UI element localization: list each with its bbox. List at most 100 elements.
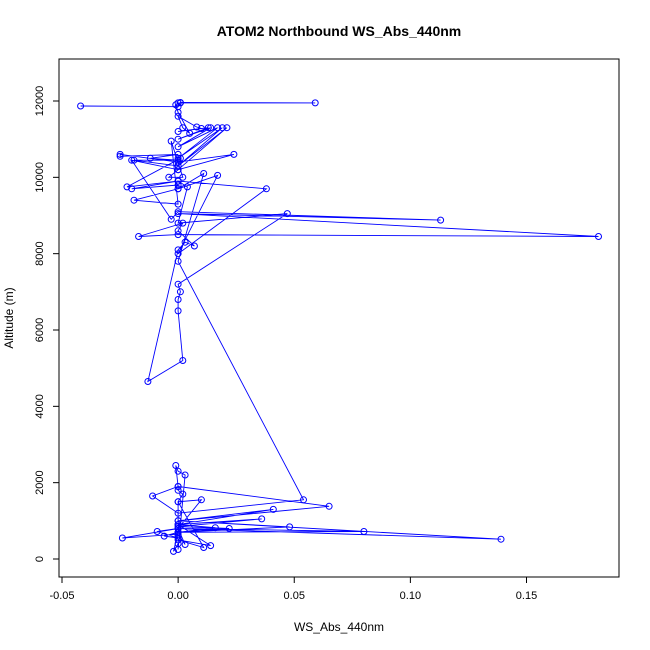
data-point [197,496,205,504]
chart-title: ATOM2 Northbound WS_Abs_440nm [217,23,462,39]
data-point [174,162,182,170]
data-point [181,471,189,479]
data-point [128,185,136,193]
y-axis-label: Altitude (m) [2,287,16,348]
data-point [174,200,182,208]
data-point [130,156,138,164]
plot-frame [58,58,620,578]
data-point [197,125,205,132]
x-tick-label: 0.10 [400,590,421,602]
data-point [174,166,182,174]
data-point [190,242,198,250]
data-point [174,280,182,288]
data-point [174,246,182,254]
data-point [135,233,143,240]
data-point [211,524,219,532]
data-point [176,288,184,296]
data-point [186,129,194,137]
data-point [258,515,266,523]
data-point [174,509,182,517]
data-point [181,238,189,246]
data-point [174,250,182,258]
y-tick-label: 2000 [34,470,46,494]
data-point [116,152,124,160]
data-point [437,216,445,224]
data-point [214,171,222,179]
data-point [183,183,191,191]
data-point [170,547,177,555]
y-axis: 0 2000 4000 6000 8000 10000 12000 [34,86,60,562]
data-point [160,532,168,540]
data-point [130,196,138,204]
data-point [123,183,131,191]
data-point [179,124,187,132]
data-point [174,467,182,475]
y-tick-label: 12000 [34,86,46,117]
data-point [218,124,226,132]
data-point [174,307,182,315]
data-point [174,112,182,120]
data-point [172,101,180,109]
data-point [286,523,294,531]
data-point [176,99,184,107]
data-point [225,525,233,532]
data-point [174,296,182,303]
data-point [174,128,182,135]
data-point [77,102,85,110]
data-point [165,173,173,181]
x-tick-label: 0.05 [284,590,305,602]
data-point [144,378,152,385]
data-point [116,150,124,158]
data-point [174,210,182,218]
data-point [174,525,182,532]
data-point [207,124,215,132]
y-tick-label: 0 [34,556,46,562]
data-point [174,181,182,189]
data-point [174,498,182,506]
data-point [149,492,157,500]
data-point [128,156,136,164]
data-point [176,154,184,162]
data-point [193,123,201,131]
data-point [262,185,270,193]
data-point [223,124,231,132]
data-point [174,108,182,116]
data-point [497,535,505,543]
data-point [174,158,182,166]
data-point [200,170,208,177]
data-point [167,215,175,223]
data-point [179,490,187,498]
data-point [179,219,187,227]
y-tick-label: 10000 [34,162,46,193]
data-point [174,154,182,162]
data-point [200,544,208,551]
data-point [174,219,182,227]
x-tick-label: 0.00 [167,590,188,602]
data-point [174,185,182,193]
data-point [174,483,182,490]
data-point [174,208,182,216]
x-tick-label: 0.15 [516,590,537,602]
data-point [207,542,215,550]
data-point [174,486,182,494]
y-tick-label: 4000 [34,394,46,418]
data-point [174,532,182,540]
data-point [174,546,182,553]
data-point [167,137,175,145]
series-line [80,102,599,552]
data-point [181,541,189,548]
x-axis: -0.05 0.00 0.05 0.10 0.15 [49,576,537,602]
y-tick-label: 6000 [34,318,46,342]
data-point [214,124,222,132]
data-point [174,177,182,185]
data-point [174,521,182,529]
data-point [283,210,291,218]
data-point [172,462,180,469]
x-tick-label: -0.05 [49,590,74,602]
data-point [300,496,307,504]
data-point [174,143,182,151]
data-point [174,227,182,235]
data-point [311,99,319,107]
data-point [153,528,161,535]
